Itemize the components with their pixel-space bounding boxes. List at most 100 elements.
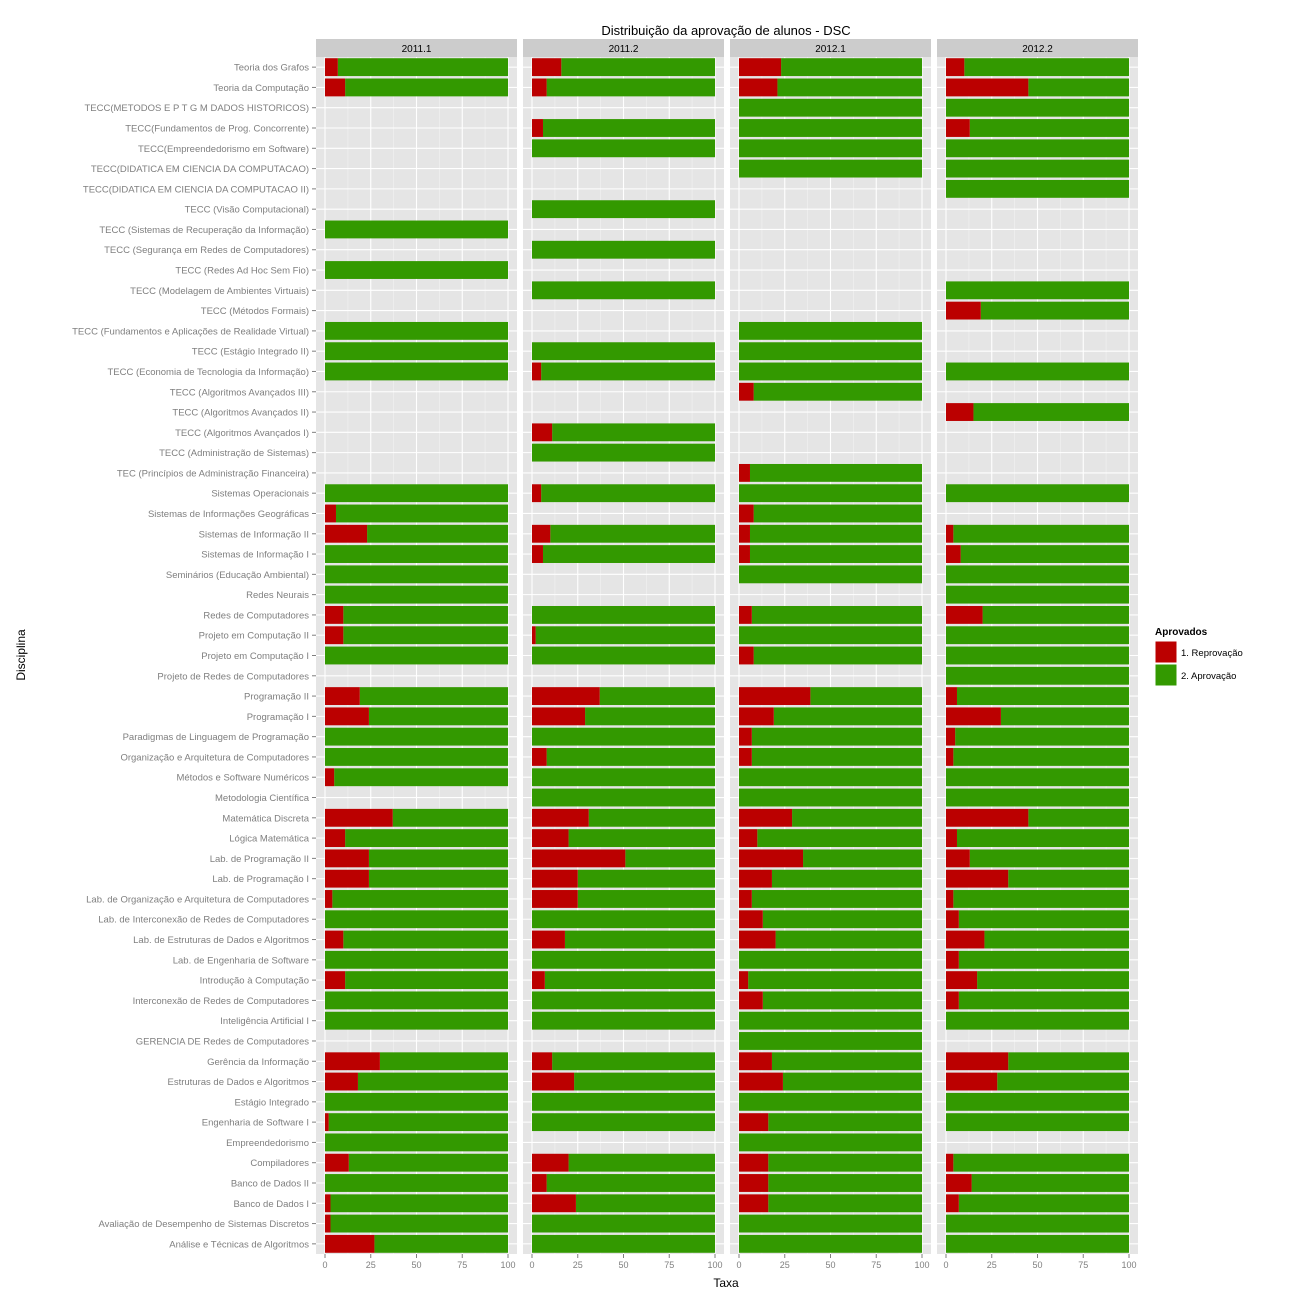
- bar-aprovacao: [345, 829, 508, 848]
- bar-aprovacao: [960, 545, 1129, 563]
- bar-reprovacao: [532, 849, 626, 868]
- bar-aprovacao: [964, 58, 1129, 77]
- bar-aprovacao: [332, 890, 508, 908]
- category-label: Análise e Técnicas de Algoritmos: [169, 1239, 309, 1250]
- bar-aprovacao: [325, 261, 508, 279]
- bar-aprovacao: [953, 524, 1129, 543]
- bar-aprovacao: [757, 829, 922, 848]
- bar-reprovacao: [325, 687, 360, 706]
- bar-aprovacao: [739, 1032, 922, 1050]
- bar-reprovacao: [946, 78, 1029, 97]
- bar-aprovacao: [343, 626, 508, 645]
- chart-title: Distribuição da aprovação de alunos - DS…: [601, 23, 850, 38]
- category-label: Redes de Computadores: [203, 610, 309, 621]
- facet-panel: 2011.2 0 25 50 75 100: [523, 39, 724, 1270]
- category-label: Seminários (Educação Ambiental): [166, 570, 309, 581]
- facet-strip-label: 2011.2: [609, 44, 639, 55]
- y-axis-label: Disciplina: [14, 629, 28, 681]
- bar-aprovacao: [343, 605, 508, 624]
- bar-aprovacao: [379, 1052, 508, 1071]
- category-label: Banco de Dados I: [233, 1199, 309, 1210]
- category-label: TECC(DIDATICA EM CIENCIA DA COMPUTACAO): [91, 164, 309, 175]
- bar-aprovacao: [325, 585, 508, 604]
- bar-reprovacao: [946, 605, 983, 624]
- category-label: Paradigmas de Linguagem de Programação: [123, 732, 309, 743]
- bar-reprovacao: [946, 545, 961, 563]
- bar-aprovacao: [792, 808, 922, 827]
- bar-aprovacao: [546, 748, 715, 766]
- bar-aprovacao: [1008, 869, 1129, 888]
- x-tick-label: 75: [664, 1260, 674, 1270]
- category-label: Teoria da Computação: [213, 83, 309, 94]
- bar-aprovacao: [546, 78, 715, 97]
- bar-reprovacao: [739, 1072, 783, 1091]
- bar-aprovacao: [325, 1011, 508, 1030]
- x-tick-label: 25: [987, 1260, 997, 1270]
- bar-reprovacao: [325, 1153, 349, 1172]
- bar-aprovacao: [958, 950, 1129, 969]
- bar-aprovacao: [739, 1133, 922, 1152]
- bar-reprovacao: [739, 890, 752, 908]
- bar-aprovacao: [946, 98, 1129, 117]
- bar-reprovacao: [946, 829, 957, 848]
- bar-reprovacao: [946, 119, 970, 137]
- bar-aprovacao: [368, 707, 508, 726]
- bar-aprovacao: [577, 869, 715, 888]
- bar-reprovacao: [532, 930, 565, 949]
- bar-aprovacao: [368, 849, 508, 868]
- bar-reprovacao: [325, 849, 369, 868]
- bar-reprovacao: [946, 58, 965, 77]
- bar-aprovacao: [1028, 808, 1129, 827]
- bar-reprovacao: [532, 971, 545, 990]
- bar-reprovacao: [739, 545, 750, 563]
- bar-aprovacao: [532, 443, 715, 462]
- bar-aprovacao: [955, 727, 1129, 746]
- bar-reprovacao: [325, 930, 344, 949]
- category-label: Lab. de Organização e Arquitetura de Com…: [86, 894, 309, 905]
- bar-aprovacao: [325, 484, 508, 503]
- bar-aprovacao: [956, 687, 1129, 706]
- bar-aprovacao: [777, 78, 922, 97]
- bar-aprovacao: [997, 1072, 1129, 1091]
- bar-aprovacao: [739, 565, 922, 584]
- bar-aprovacao: [958, 991, 1129, 1010]
- x-tick-label: 50: [1032, 1260, 1042, 1270]
- category-label: Teoria dos Grafos: [234, 63, 309, 74]
- x-tick-label: 75: [457, 1260, 467, 1270]
- bar-aprovacao: [532, 1214, 715, 1233]
- bar-aprovacao: [946, 585, 1129, 604]
- bar-reprovacao: [739, 971, 749, 990]
- bar-aprovacao: [953, 748, 1129, 766]
- bar-reprovacao: [532, 545, 543, 563]
- bar-reprovacao: [739, 869, 772, 888]
- bar-reprovacao: [739, 504, 754, 523]
- facet-strip-label: 2011.1: [402, 44, 432, 55]
- bar-aprovacao: [367, 524, 508, 543]
- bar-reprovacao: [739, 991, 763, 1010]
- bar-aprovacao: [546, 1174, 715, 1192]
- bar-aprovacao: [739, 342, 922, 361]
- bar-reprovacao: [325, 626, 344, 645]
- facet-strip: [937, 39, 1138, 57]
- category-label: TECC (Economia de Tecnologia da Informaç…: [107, 367, 309, 378]
- bar-aprovacao: [325, 727, 508, 746]
- bar-aprovacao: [810, 687, 922, 706]
- bar-aprovacao: [542, 119, 715, 137]
- category-label: Métodos e Software Numéricos: [176, 773, 309, 784]
- bar-aprovacao: [739, 159, 922, 178]
- category-label: TECC (Redes Ad Hoc Sem Fio): [175, 266, 309, 277]
- category-label: Projeto em Computação II: [199, 631, 309, 642]
- bar-aprovacao: [359, 687, 508, 706]
- bar-reprovacao: [532, 748, 547, 766]
- bar-reprovacao: [946, 1153, 954, 1172]
- bar-reprovacao: [739, 829, 758, 848]
- bar-aprovacao: [532, 768, 715, 787]
- bar-aprovacao: [768, 1174, 922, 1192]
- category-label: Lab. de Programação II: [210, 854, 309, 865]
- bar-reprovacao: [739, 687, 811, 706]
- bar-aprovacao: [749, 524, 922, 543]
- bar-reprovacao: [325, 1234, 375, 1253]
- x-tick-label: 50: [825, 1260, 835, 1270]
- bar-aprovacao: [739, 768, 922, 787]
- bar-aprovacao: [552, 1052, 715, 1071]
